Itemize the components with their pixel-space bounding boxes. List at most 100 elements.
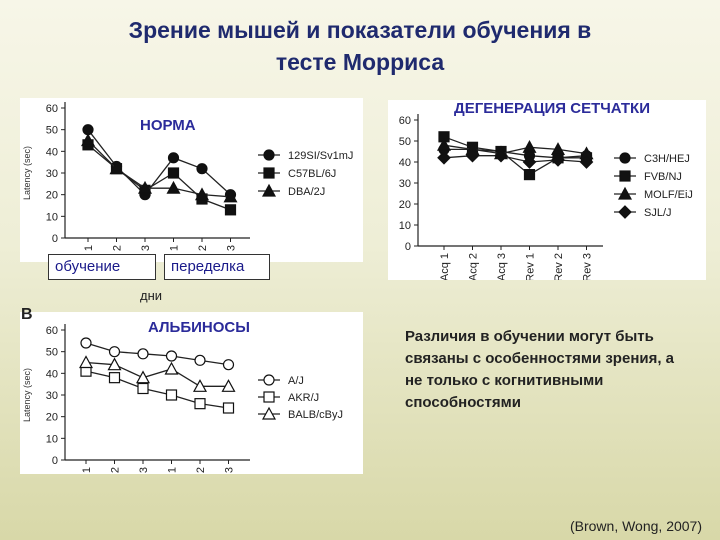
data-point [223,189,238,203]
y-tick-label: 50 [46,125,58,137]
chart-title: НОРМА [140,117,196,134]
legend-marker [617,186,633,200]
learning-label: обучение [48,254,156,280]
data-point [196,163,208,175]
series-line [85,342,229,366]
data-point [194,187,210,201]
y-tick-label: 40 [399,157,411,169]
chart-degeneration: ДЕГЕНЕРАЦИЯ СЕТЧАТКИ 0 10 20 30 40 50 60 Acq 1 Ac… [399,100,693,280]
y-tick-label: 50 [399,136,411,148]
data-point [82,124,94,136]
data-point [436,137,452,151]
x-tick-label: 2 [110,467,122,473]
data-point [551,153,565,167]
x-tick-label: 1 [169,245,181,251]
legend-label: BALB/cByJ [288,409,343,421]
chart-panel-degeneration: ДЕГЕНЕРАЦИЯ СЕТЧАТКИ 0 10 20 30 40 50 60 Acq 1 Ac… [388,100,706,280]
y-tick-label: 10 [399,220,411,232]
y-tick-label: 0 [52,455,58,467]
data-point [80,133,96,147]
x-tick-label: 1 [167,467,179,473]
y-tick-label: 20 [46,412,58,424]
data-point [192,379,208,392]
data-point [523,168,536,181]
conclusion-text: Различия в обучении могут быть связаны с… [405,328,675,411]
data-point [194,354,206,366]
data-point [108,372,121,384]
data-point [494,148,508,163]
citation: (Brown, Wong, 2007) [569,518,702,534]
legend-marker [261,183,277,197]
chart-panel-norma: НОРМА Latency (sec) 0 10 20 30 40 50 60 1 2 3 1 2 3 129… [20,98,363,262]
x-tick-label: 1 [83,245,95,251]
data-point [137,348,149,360]
data-point [522,155,537,169]
y-tick-label: 20 [46,190,58,202]
legend-marker [619,170,631,182]
data-point [164,361,179,375]
chart-panel-albino: АЛЬБИНОСЫ Latency (sec) 0 10 20 30 40 50 60 1 2 3 1 2… [20,312,363,474]
data-point [165,350,178,362]
x-tick-label: 3 [140,245,152,251]
y-tick-label: 50 [46,347,58,359]
y-tick-label: 30 [399,178,411,190]
data-point [437,150,451,165]
data-point [135,370,151,384]
y-tick-label: 0 [405,241,411,253]
legend-label: MOLF/EiJ [644,189,693,201]
series-line [87,129,231,196]
data-point [222,402,235,414]
legend-marker [263,149,275,161]
title-line-2: тесте Морриса [275,49,445,75]
y-tick-label: 40 [46,368,58,380]
data-point [522,140,537,153]
y-tick-label: 60 [46,325,58,337]
x-tick-label: 3 [224,467,236,473]
data-point [137,382,149,395]
y-axis-label: Latency (sec) [22,146,32,200]
data-point [194,398,206,410]
x-tick-label: 1 [81,467,93,473]
y-tick-label: 30 [46,168,58,180]
legend-label: DBA/2J [288,186,325,198]
data-point [167,167,180,179]
title-line-1: Зрение мышей и показатели обучения в [128,17,592,43]
y-tick-label: 0 [52,233,58,245]
chart-norma: НОРМА Latency (sec) 0 10 20 30 40 50 60 1 2 3 1 2 3 129… [22,102,353,251]
x-tick-label: Rev 3 [582,253,594,280]
legend-marker [618,205,632,219]
data-point [221,379,236,392]
chart-title: АЛЬБИНОСЫ [148,319,250,336]
legend-marker [619,152,631,164]
series-line [87,140,231,198]
y-tick-label: 40 [46,146,58,158]
data-point [80,337,92,349]
chart-albino: АЛЬБИНОСЫ Latency (sec) 0 10 20 30 40 50 60 1 2 3 1 2… [22,319,343,473]
x-tick-label: Rev 1 [525,253,537,280]
days-label: дни [140,288,163,303]
data-point [107,357,122,371]
series-line [443,144,587,155]
legend-marker [263,374,275,386]
legend-label: A/J [288,375,304,387]
legend-label: AKR/J [288,392,319,404]
data-point [165,389,178,401]
legend-label: 129SI/Sv1mJ [288,150,353,162]
chart-title: ДЕГЕНЕРАЦИЯ СЕТЧАТКИ [454,100,650,117]
x-tick-label: Acq 2 [468,253,480,280]
y-tick-label: 60 [46,103,58,115]
legend-label: C3H/HEJ [644,153,690,165]
legend-label: C57BL/6J [288,168,336,180]
y-tick-label: 10 [46,211,58,223]
data-point [109,161,124,175]
x-tick-label: 2 [195,467,207,473]
y-tick-label: 20 [399,199,411,211]
y-tick-label: 10 [46,433,58,445]
data-point [166,180,181,194]
x-tick-label: 3 [138,467,150,473]
series-line [87,144,231,211]
relearning-label: переделка [164,254,270,280]
data-point [224,204,237,216]
data-point [78,355,94,369]
data-point [579,155,594,169]
